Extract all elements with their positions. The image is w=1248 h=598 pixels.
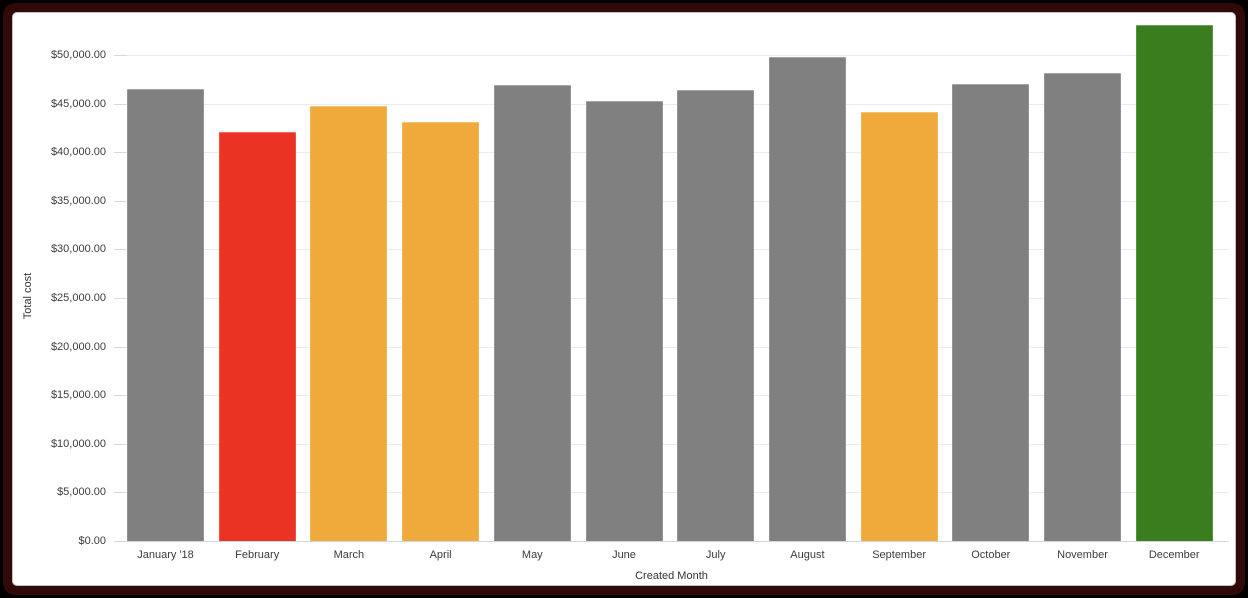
y-tick-label: $50,000.00 xyxy=(50,49,106,62)
y-axis-tick xyxy=(114,298,126,299)
bar-january-18[interactable] xyxy=(127,89,204,541)
x-tick-label: September xyxy=(872,549,926,561)
bar-february[interactable] xyxy=(218,131,296,541)
y-axis-tick xyxy=(114,346,126,348)
y-tick-label: $35,000.00 xyxy=(50,194,106,207)
x-tick-label: October xyxy=(971,549,1011,561)
x-tick-label: January '18 xyxy=(137,549,194,561)
gridline xyxy=(114,395,1229,397)
bar-august[interactable] xyxy=(768,56,846,541)
y-axis-tick xyxy=(114,249,126,251)
bar-december[interactable] xyxy=(1135,24,1213,541)
gridline xyxy=(114,443,1229,445)
y-axis-tick xyxy=(114,55,126,57)
x-tick-label: February xyxy=(235,549,280,561)
y-tick-label: $25,000.00 xyxy=(50,292,106,304)
y-axis-tick xyxy=(114,492,126,494)
bar-october[interactable] xyxy=(952,84,1030,541)
y-tick-label: $45,000.00 xyxy=(50,97,106,110)
gridline xyxy=(114,492,1229,494)
x-tick-label: May xyxy=(521,549,543,561)
bar-march[interactable] xyxy=(310,105,388,541)
y-axis-tick xyxy=(114,200,126,202)
gridline xyxy=(114,249,1229,251)
bar-may[interactable] xyxy=(493,85,571,541)
gridline xyxy=(114,103,1229,105)
x-tick-label: July xyxy=(705,549,726,561)
x-axis-title: Created Month xyxy=(635,570,708,582)
x-tick-label: April xyxy=(429,549,452,561)
gridline xyxy=(114,298,1229,299)
y-axis-tick xyxy=(114,103,126,105)
bar-september[interactable] xyxy=(860,112,938,541)
y-axis-tick xyxy=(114,152,126,154)
y-tick-label: $20,000.00 xyxy=(50,340,106,353)
y-tick-label: $10,000.00 xyxy=(50,437,106,450)
y-axis-tick xyxy=(114,443,126,445)
y-tick-label: $30,000.00 xyxy=(50,243,106,256)
x-tick-label: December xyxy=(1148,549,1200,561)
bar-april[interactable] xyxy=(402,122,480,541)
chart-card: Total cost $0.00 $5,000.00 $10,000.00 $15,0… xyxy=(12,12,1236,586)
gridline xyxy=(114,346,1229,348)
gridline xyxy=(114,55,1229,57)
y-tick-label: $40,000.00 xyxy=(50,146,106,159)
y-tick-label: $5,000.00 xyxy=(57,486,106,499)
bar-november[interactable] xyxy=(1044,73,1121,541)
x-tick-label: November xyxy=(1057,549,1108,561)
y-axis-tick xyxy=(114,395,126,397)
y-tick-label: $0.00 xyxy=(78,535,106,547)
gridline xyxy=(114,152,1229,154)
gridline xyxy=(114,200,1229,202)
x-tick-label: August xyxy=(790,549,825,561)
bar-july[interactable] xyxy=(677,90,755,541)
x-tick-label: June xyxy=(612,549,636,561)
x-tick-label: March xyxy=(333,549,365,561)
bar-june[interactable] xyxy=(585,100,663,541)
y-tick-label: $15,000.00 xyxy=(50,389,106,402)
x-axis-line xyxy=(114,541,1229,542)
